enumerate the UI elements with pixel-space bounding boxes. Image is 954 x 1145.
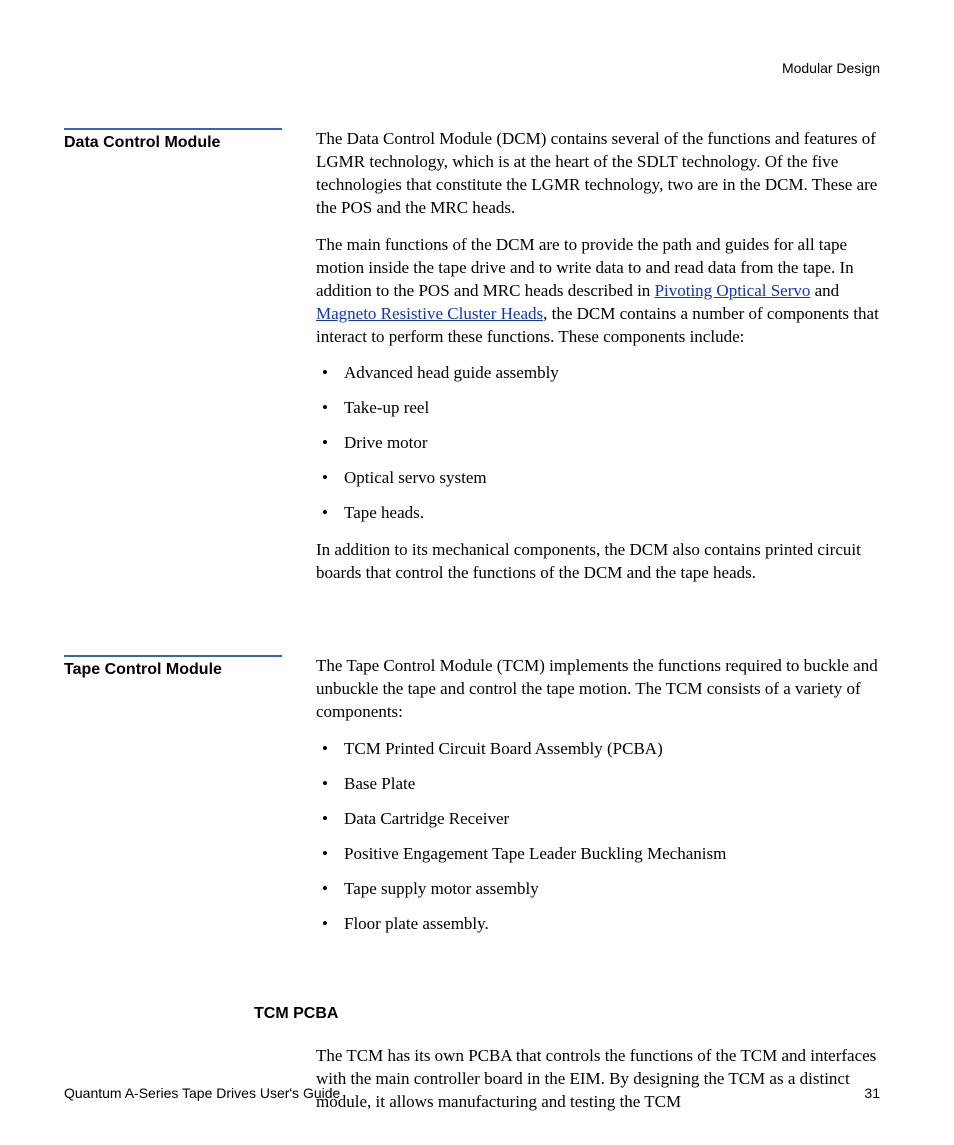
page: Modular Design Data Control Module The D… <box>0 0 954 1145</box>
para-dcm-2-mid: and <box>810 281 839 300</box>
link-magneto-resistive-cluster-heads[interactable]: Magneto Resistive Cluster Heads <box>316 304 543 323</box>
list-item: Positive Engagement Tape Leader Buckling… <box>344 843 880 866</box>
list-item: Tape supply motor assembly <box>344 878 880 901</box>
side-heading-dcm: Data Control Module <box>64 128 282 152</box>
side-column: Data Control Module <box>64 128 316 152</box>
sub-heading: TCM PCBA <box>254 1005 880 1023</box>
list-item: Advanced head guide assembly <box>344 362 880 385</box>
link-pivoting-optical-servo[interactable]: Pivoting Optical Servo <box>655 281 811 300</box>
list-item: Optical servo system <box>344 467 880 490</box>
side-heading-tcm: Tape Control Module <box>64 655 282 679</box>
page-number: 31 <box>864 1085 880 1101</box>
list-item: Drive motor <box>344 432 880 455</box>
para-dcm-1: The Data Control Module (DCM) contains s… <box>316 128 880 220</box>
list-item: Floor plate assembly. <box>344 913 880 936</box>
para-dcm-closing: In addition to its mechanical components… <box>316 539 880 585</box>
list-item: TCM Printed Circuit Board Assembly (PCBA… <box>344 738 880 761</box>
para-sub-1: The TCM has its own PCBA that controls t… <box>316 1045 880 1114</box>
para-tcm-1: The Tape Control Module (TCM) implements… <box>316 655 880 724</box>
side-column: Tape Control Module <box>64 655 316 679</box>
content-area: Data Control Module The Data Control Mod… <box>64 128 880 1128</box>
list-item: Tape heads. <box>344 502 880 525</box>
list-item: Take-up reel <box>344 397 880 420</box>
bullet-list-dcm: Advanced head guide assembly Take-up ree… <box>316 362 880 525</box>
bullet-list-tcm: TCM Printed Circuit Board Assembly (PCBA… <box>316 738 880 936</box>
body-column-dcm: The Data Control Module (DCM) contains s… <box>316 128 880 599</box>
list-item: Base Plate <box>344 773 880 796</box>
sub-body: The TCM has its own PCBA that controls t… <box>316 1045 880 1114</box>
body-column-tcm: The Tape Control Module (TCM) implements… <box>316 655 880 949</box>
para-dcm-2: The main functions of the DCM are to pro… <box>316 234 880 349</box>
section-tape-control-module: Tape Control Module The Tape Control Mod… <box>64 655 880 949</box>
footer: Quantum A-Series Tape Drives User's Guid… <box>64 1085 880 1101</box>
running-head: Modular Design <box>782 60 880 76</box>
list-item: Data Cartridge Receiver <box>344 808 880 831</box>
footer-title: Quantum A-Series Tape Drives User's Guid… <box>64 1085 340 1101</box>
section-data-control-module: Data Control Module The Data Control Mod… <box>64 128 880 599</box>
